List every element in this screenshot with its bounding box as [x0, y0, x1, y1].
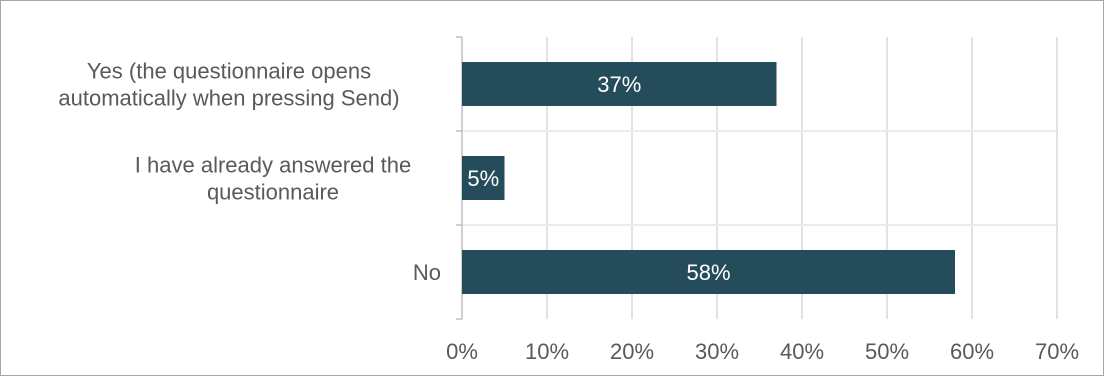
bar: [462, 62, 777, 106]
category-label-line: Yes (the questionnaire opens: [87, 59, 371, 84]
bar: [462, 250, 955, 294]
x-tick-label: 30%: [695, 339, 739, 364]
bar: [462, 156, 505, 200]
category-label-line: I have already answered the: [135, 153, 411, 178]
data-label: 58%: [686, 260, 730, 285]
x-tick-label: 10%: [525, 339, 569, 364]
x-tick-label: 0%: [446, 339, 478, 364]
category-label: No: [413, 260, 441, 285]
category-label: Yes (the questionnaire opens automaticall…: [58, 59, 399, 111]
x-tick-label: 70%: [1035, 339, 1079, 364]
x-tick-label: 20%: [610, 339, 654, 364]
data-label: 5%: [467, 166, 499, 191]
x-tick-label: 40%: [780, 339, 824, 364]
x-tick-label: 50%: [865, 339, 909, 364]
category-label-line: questionnaire: [207, 180, 339, 205]
data-label: 37%: [597, 72, 641, 97]
category-label: I have already answered the questionnaire: [135, 153, 411, 205]
x-tick-label: 60%: [950, 339, 994, 364]
category-label-line: automatically when pressing Send): [58, 86, 399, 111]
